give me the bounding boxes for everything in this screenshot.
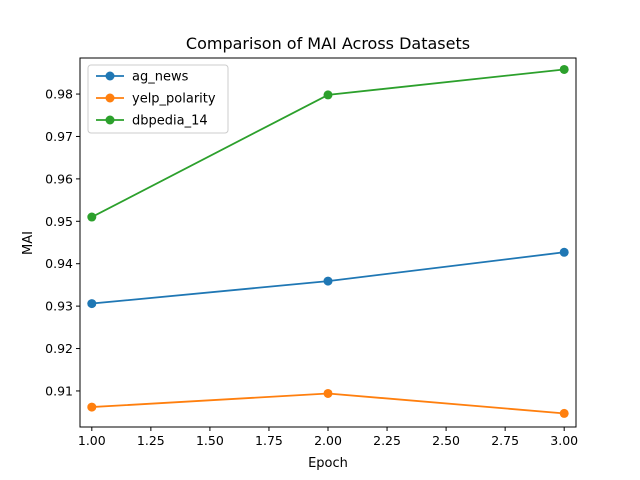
data-point-ag_news-2 xyxy=(323,276,333,286)
x-tick-label: 1.25 xyxy=(137,433,165,448)
data-point-dbpedia_14-1 xyxy=(87,212,97,222)
x-tick-label: 1.50 xyxy=(196,433,224,448)
x-axis-label: Epoch xyxy=(308,456,348,471)
y-tick-label: 0.91 xyxy=(45,383,73,398)
y-tick-label: 0.93 xyxy=(45,299,73,314)
chart-title: Comparison of MAI Across Datasets xyxy=(186,34,470,53)
y-tick-label: 0.96 xyxy=(45,171,73,186)
x-tick-label: 2.75 xyxy=(491,433,519,448)
axes: 1.00 1.25 1.50 1.75 2.00 2.25 2.50 2.75 3.00 0.91… xyxy=(45,57,578,448)
y-tick-label: 0.97 xyxy=(45,129,73,144)
x-tick-label: 1.00 xyxy=(78,433,106,448)
legend-label-dbpedia_14: dbpedia_14 xyxy=(132,114,208,129)
data-point-dbpedia_14-3 xyxy=(559,64,569,74)
data-point-yelp_polarity-1 xyxy=(87,402,97,412)
x-tick-label: 1.75 xyxy=(255,433,283,448)
legend-box xyxy=(87,64,229,134)
plot-area xyxy=(87,64,569,418)
data-point-ag_news-3 xyxy=(559,247,569,257)
y-tick-label: 0.94 xyxy=(45,256,73,271)
y-tick-label: 0.98 xyxy=(45,87,73,102)
legend-label-yelp_polarity: yelp_polarity xyxy=(132,92,216,107)
x-tick-label: 2.50 xyxy=(432,433,460,448)
data-point-yelp_polarity-3 xyxy=(559,408,569,418)
data-point-dbpedia_14-2 xyxy=(323,90,333,100)
data-point-ag_news-1 xyxy=(87,299,97,309)
legend-marker-ag_news xyxy=(105,71,115,81)
legend-marker-yelp_polarity xyxy=(105,93,115,103)
legend-marker-dbpedia_14 xyxy=(105,115,115,125)
data-point-yelp_polarity-2 xyxy=(323,388,333,398)
x-tick-label: 2.00 xyxy=(314,433,342,448)
y-tick-label: 0.92 xyxy=(45,341,73,356)
y-tick-label: 0.95 xyxy=(45,214,73,229)
legend: ag_news yelp_polarity dbpedia_14 xyxy=(87,64,229,134)
x-tick-label: 3.00 xyxy=(550,433,578,448)
x-tick-label: 2.25 xyxy=(373,433,401,448)
legend-label-ag_news: ag_news xyxy=(132,70,189,85)
y-axis-label: MAI xyxy=(21,231,36,255)
